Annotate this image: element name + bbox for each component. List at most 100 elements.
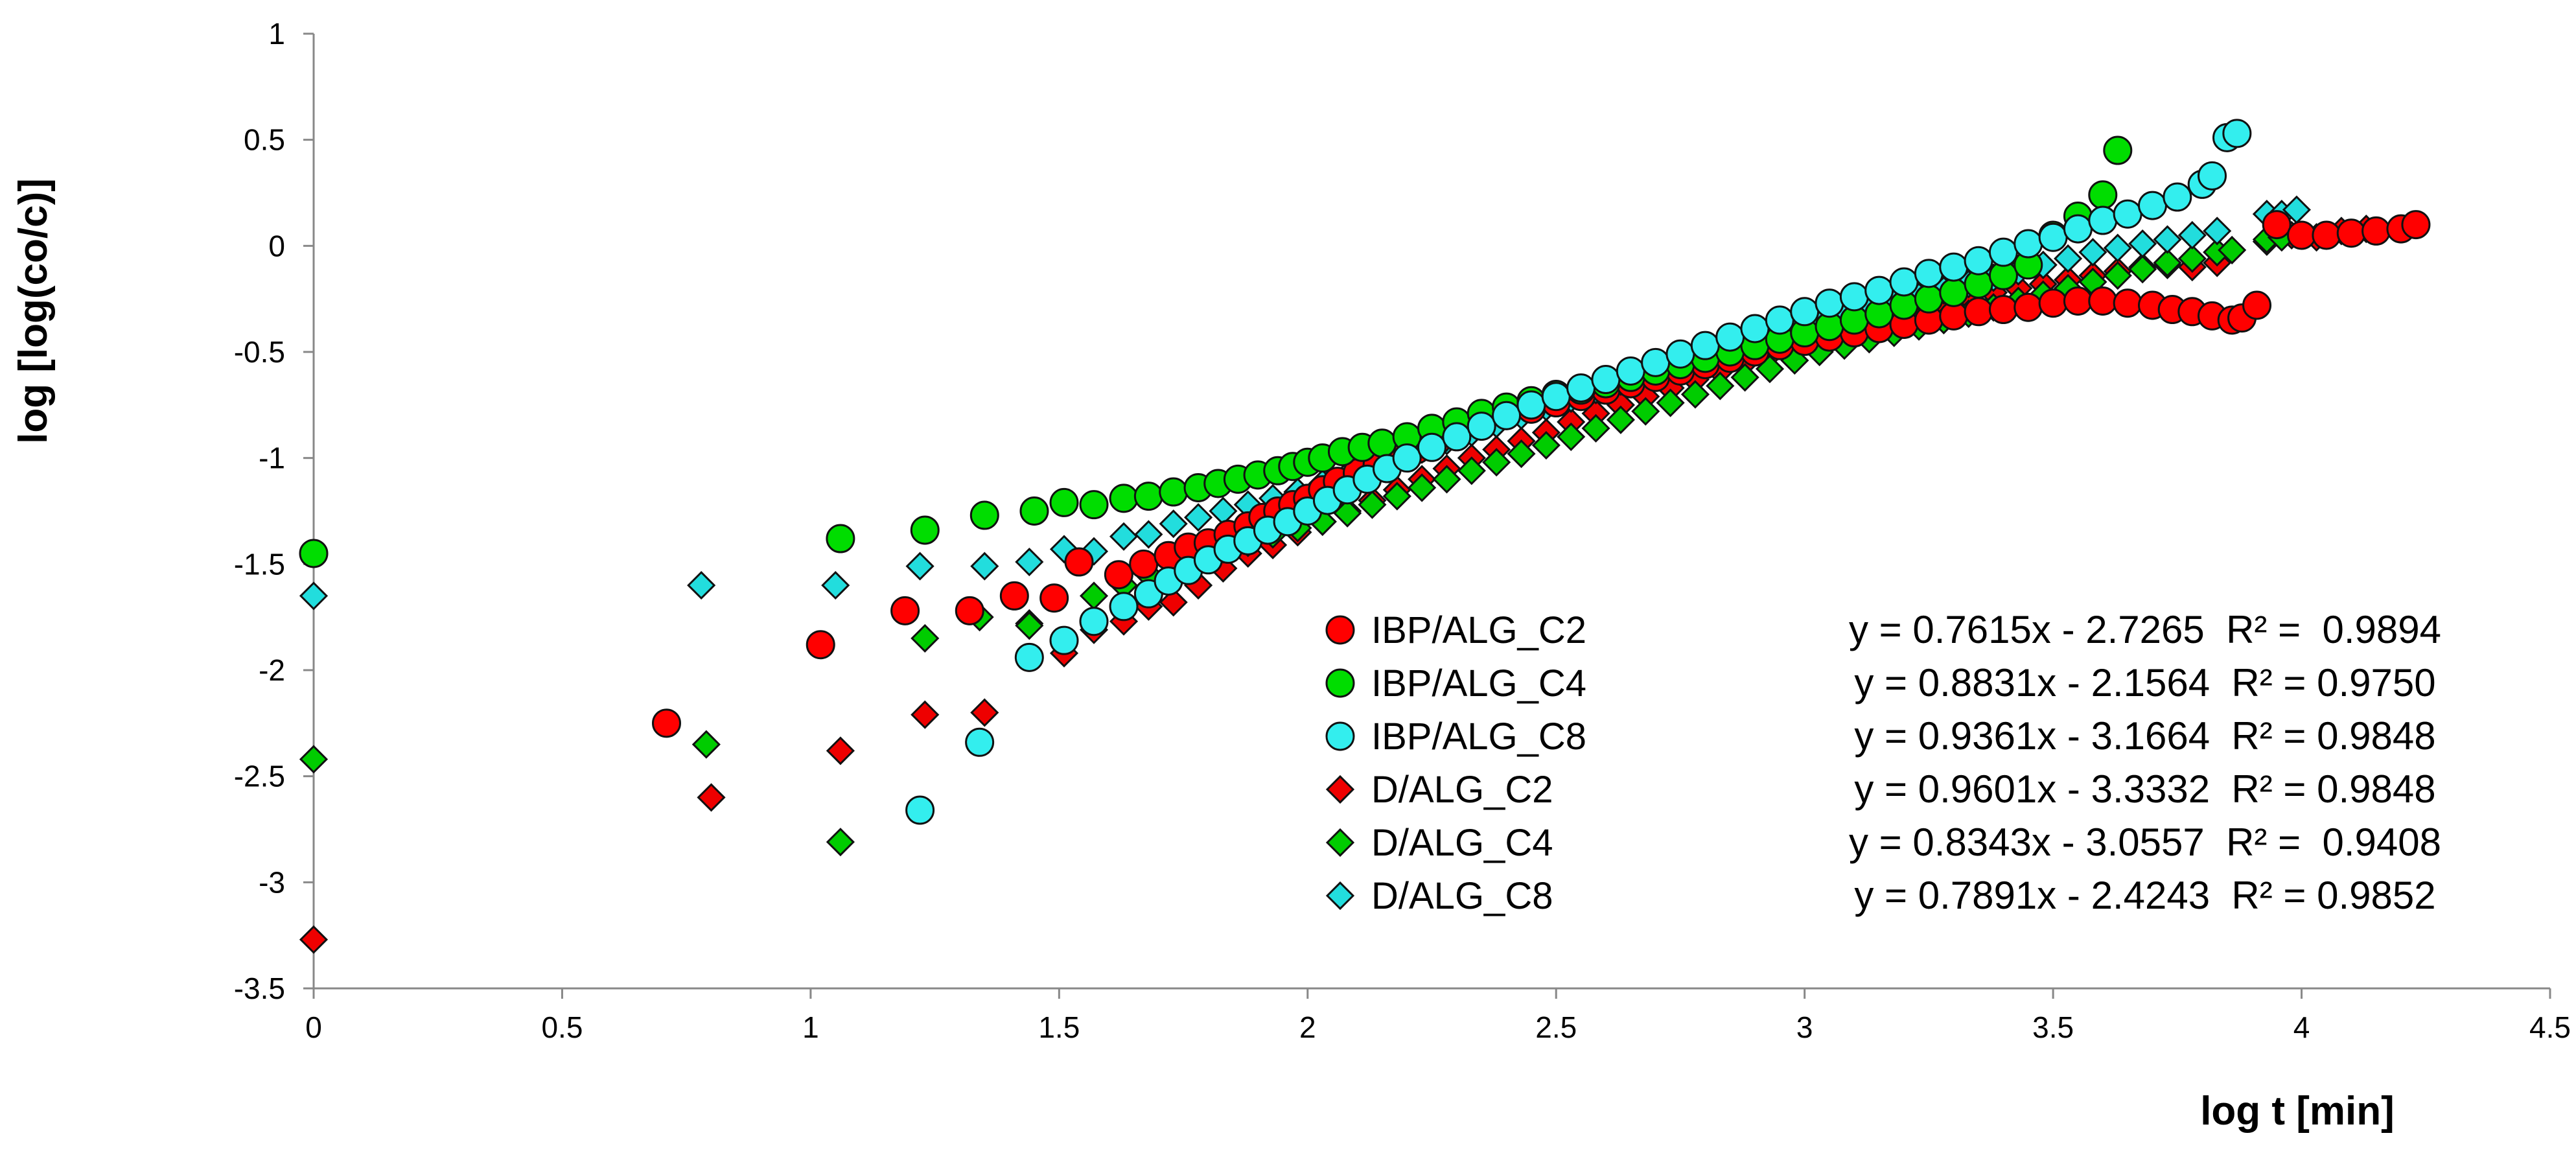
trendline-equation: y = 0.7891x - 2.4243 R² = 0.9852 bbox=[1854, 874, 2435, 917]
legend-entry-label: IBP/ALG_C4 bbox=[1371, 662, 1586, 705]
data-point bbox=[970, 552, 999, 581]
legend-marker bbox=[1325, 668, 1355, 698]
y-tick-label: -2 bbox=[259, 653, 285, 687]
data-point bbox=[2128, 255, 2157, 284]
data-point bbox=[1442, 422, 1472, 452]
data-point bbox=[826, 524, 855, 553]
data-point bbox=[2063, 214, 2093, 244]
data-point bbox=[1417, 432, 1446, 462]
data-point bbox=[999, 581, 1029, 611]
legend-marker bbox=[1325, 774, 1355, 804]
data-point bbox=[1482, 448, 1511, 477]
data-point bbox=[826, 828, 855, 857]
data-point bbox=[1730, 363, 1759, 392]
data-point bbox=[2113, 199, 2142, 229]
data-point bbox=[2038, 222, 2068, 252]
y-tick-label: 0 bbox=[268, 229, 285, 262]
data-point bbox=[697, 783, 726, 812]
data-point bbox=[910, 515, 940, 545]
x-tick-label: 3 bbox=[1796, 1010, 1813, 1044]
data-point bbox=[1049, 487, 1079, 517]
legend-entry-label: D/ALG_C4 bbox=[1371, 822, 1553, 864]
data-point bbox=[1680, 380, 1710, 409]
x-tick-label: 0.5 bbox=[541, 1010, 583, 1044]
data-point bbox=[1631, 397, 1660, 426]
data-point bbox=[1889, 267, 1919, 297]
data-point bbox=[1109, 592, 1139, 622]
data-point bbox=[965, 727, 995, 757]
data-point bbox=[890, 596, 920, 625]
data-point bbox=[1015, 611, 1044, 640]
data-point bbox=[1159, 588, 1188, 617]
data-point bbox=[806, 630, 835, 660]
data-point bbox=[911, 623, 940, 653]
data-point bbox=[1839, 282, 1869, 312]
data-point bbox=[2103, 135, 2133, 165]
legend-entry-label: IBP/ALG_C2 bbox=[1371, 609, 1586, 651]
data-point bbox=[1988, 237, 2018, 267]
legend-entry-label: IBP/ALG_C8 bbox=[1371, 716, 1586, 758]
data-point bbox=[1014, 642, 1044, 672]
data-point bbox=[905, 795, 935, 825]
legend-marker bbox=[1325, 881, 1355, 911]
data-point bbox=[2218, 235, 2247, 264]
data-point bbox=[1507, 439, 1536, 469]
y-axis-title: log [log(co/c)] bbox=[11, 178, 56, 444]
data-point bbox=[821, 570, 850, 600]
trendline-equation: y = 0.9601x - 3.3332 R² = 0.9848 bbox=[1854, 767, 2435, 811]
x-tick-label: 4 bbox=[2293, 1010, 2310, 1044]
data-point bbox=[1964, 297, 1993, 327]
data-point bbox=[1988, 295, 2018, 325]
data-point bbox=[2336, 218, 2366, 248]
data-point bbox=[2078, 238, 2107, 267]
data-point bbox=[2103, 233, 2132, 262]
data-point bbox=[2054, 244, 2083, 274]
y-tick-label: -0.5 bbox=[234, 335, 285, 369]
data-point bbox=[2242, 290, 2272, 320]
data-point bbox=[2088, 286, 2118, 316]
data-point bbox=[1039, 583, 1069, 613]
data-point bbox=[299, 745, 329, 774]
data-point bbox=[1641, 347, 1671, 377]
legend-entry-label: D/ALG_C8 bbox=[1371, 875, 1553, 917]
data-point bbox=[1566, 373, 1596, 403]
data-point bbox=[1715, 322, 1745, 352]
data-point bbox=[1432, 465, 1461, 494]
y-tick-label: -3 bbox=[259, 865, 285, 899]
data-point bbox=[691, 730, 721, 759]
data-point bbox=[969, 500, 999, 530]
trendline-equation: y = 0.9361x - 3.1664 R² = 0.9848 bbox=[1854, 714, 2435, 758]
data-point bbox=[1656, 388, 1685, 417]
y-tick-label: 0.5 bbox=[244, 123, 285, 157]
data-point bbox=[1706, 371, 1735, 401]
series-ibp-alg-c4 bbox=[299, 135, 2133, 568]
data-point bbox=[299, 925, 329, 954]
y-tick-label: -3.5 bbox=[234, 972, 285, 1005]
data-point bbox=[2113, 288, 2142, 318]
legend-marker bbox=[1325, 615, 1355, 645]
data-point bbox=[1129, 549, 1159, 579]
data-point bbox=[1049, 625, 1079, 655]
data-point bbox=[2103, 261, 2132, 290]
data-point bbox=[1531, 430, 1561, 460]
data-point bbox=[1616, 356, 1645, 386]
data-point bbox=[2177, 244, 2207, 274]
data-point bbox=[1382, 482, 1411, 511]
data-point bbox=[2088, 205, 2118, 235]
y-tick-label: -2.5 bbox=[234, 760, 285, 793]
series-ibp-alg-c8 bbox=[905, 119, 2252, 825]
data-point bbox=[2203, 216, 2232, 246]
data-point bbox=[1541, 382, 1571, 412]
data-point bbox=[1134, 520, 1163, 549]
data-point bbox=[1367, 428, 1397, 458]
data-point bbox=[2312, 220, 2341, 250]
data-point bbox=[1914, 284, 1944, 314]
trendline-equation: y = 0.8343x - 3.0557 R² = 0.9408 bbox=[1849, 821, 2441, 864]
data-point bbox=[1690, 331, 1720, 360]
x-tick-label: 2 bbox=[1299, 1010, 1316, 1044]
trendline-equation: y = 0.7615x - 2.7265 R² = 0.9894 bbox=[1849, 608, 2441, 651]
data-point bbox=[2287, 220, 2317, 250]
data-point bbox=[687, 570, 716, 600]
data-point bbox=[1408, 473, 1437, 502]
data-point bbox=[1939, 252, 1969, 282]
